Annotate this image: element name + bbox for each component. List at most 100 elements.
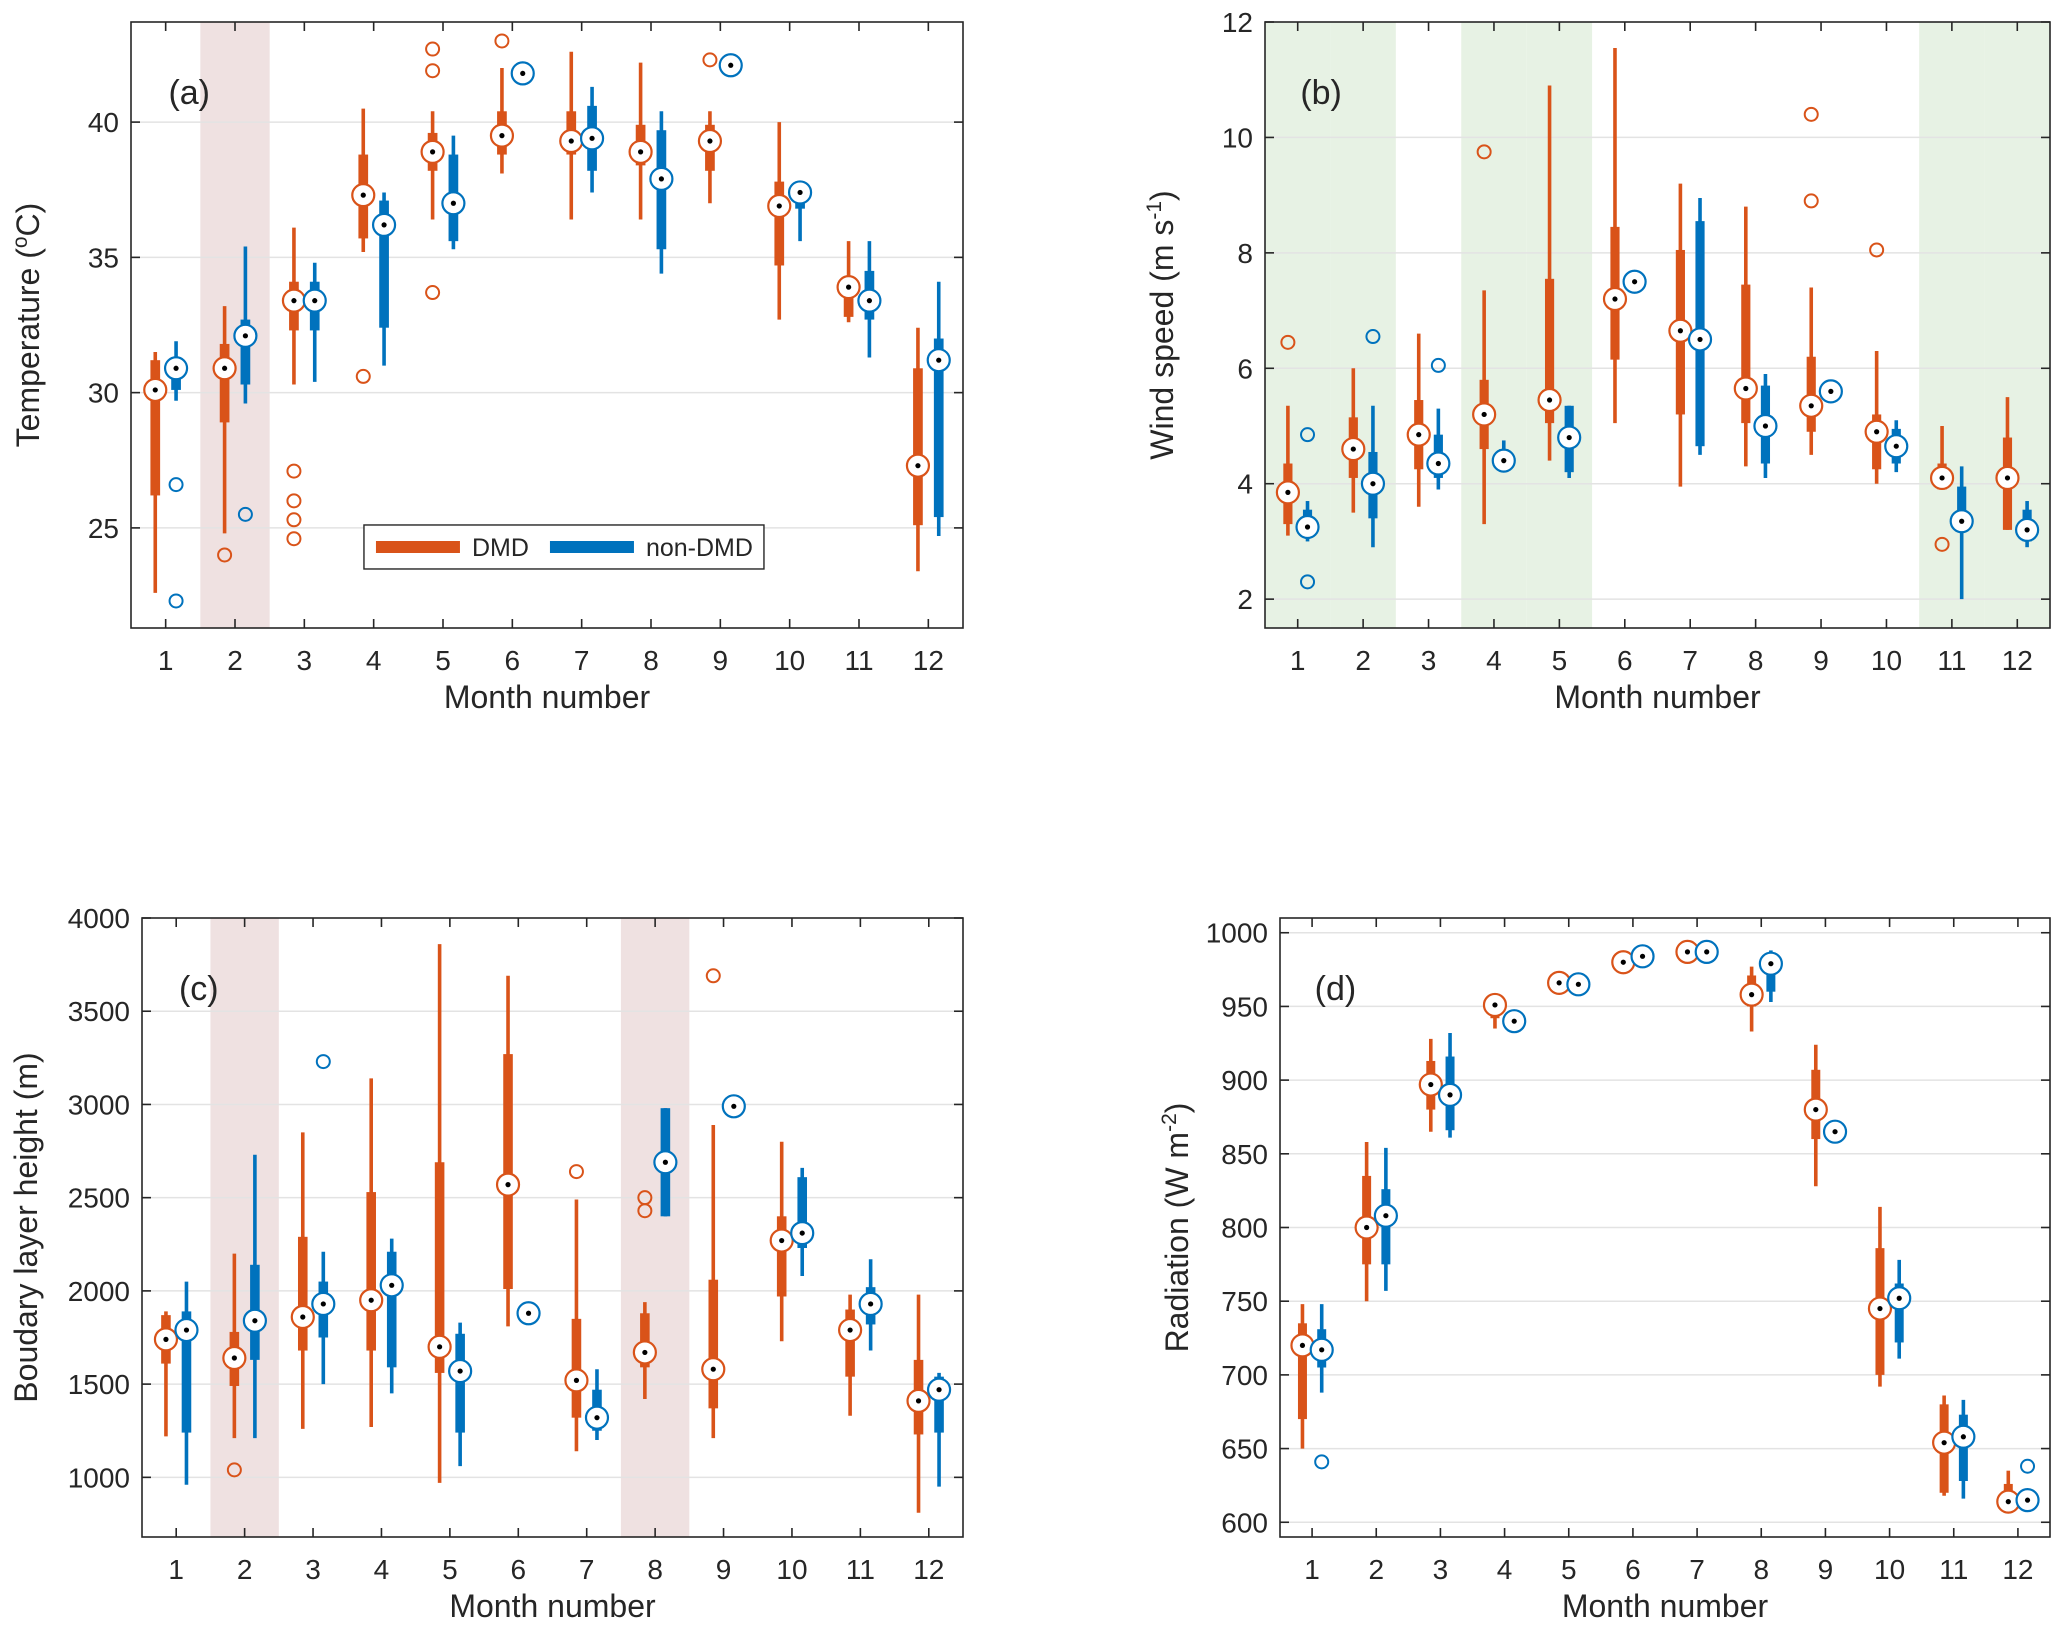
median-dot-dmd-m9 [1813, 1106, 1819, 1113]
y-tick-label: 900 [1221, 1065, 1268, 1096]
median-dot-nondmd-m8 [1768, 961, 1774, 967]
shaded-month-band-5 [1526, 22, 1593, 628]
y-tick-label: 950 [1221, 991, 1268, 1022]
x-tick-label: 9 [716, 1554, 732, 1585]
outlier-dmd-m4 [1476, 144, 1492, 160]
y-axis-label-part: C) [10, 203, 46, 237]
outlier-dmd-m3 [286, 463, 302, 479]
outlier-nondmd-m12 [2020, 1458, 2036, 1474]
outlier-nondmd-m2 [1365, 329, 1381, 345]
outlier-dmd-m8 [637, 1203, 653, 1219]
outlier-dmd-m3 [286, 512, 302, 528]
outlier-nondmd-m1 [1314, 1454, 1330, 1470]
median-dot-dmd-m7 [1684, 949, 1691, 955]
median-dot-nondmd-m7 [1697, 336, 1703, 343]
outlier-dmd-m2 [217, 547, 233, 563]
y-axis: 25 30 35 40 [88, 107, 963, 544]
box-dmd-m5 [434, 1162, 445, 1373]
median-dot-dmd-m3 [300, 1314, 306, 1320]
median-dot-dmd-m2 [1350, 446, 1356, 452]
median-dot-nondmd-m9 [1828, 388, 1834, 394]
median-dot-nondmd-m12 [2024, 1497, 2031, 1503]
median-dot-nondmd-m2 [252, 1318, 258, 1324]
series-dmd [143, 33, 931, 593]
shaded-month-band-1 [1265, 22, 1331, 628]
y-tick-label: 12 [1222, 7, 1253, 38]
y-tick-label: 6 [1237, 353, 1253, 384]
median-dot-nondmd-m3 [320, 1301, 326, 1307]
y-axis-label: Temperature (oC) [9, 203, 46, 448]
median-dot-dmd-m11 [1941, 1440, 1947, 1446]
y-tick-label: 4 [1237, 469, 1253, 500]
median-dot-dmd-m6 [499, 133, 505, 139]
x-axis-label: Month number [444, 679, 651, 715]
median-dot-dmd-m12 [2005, 1499, 2011, 1505]
x-tick-label: 6 [1617, 645, 1633, 676]
median-dot-nondmd-m12 [936, 357, 942, 363]
box-nondmd-m4 [379, 200, 389, 328]
x-tick-label: 1 [1290, 645, 1306, 676]
legend: DMD non-DMD [363, 524, 765, 570]
series-nondmd [1309, 939, 2040, 1513]
median-dot-nondmd-m6 [1639, 953, 1646, 959]
series-nondmd [174, 1054, 952, 1487]
outlier-dmd-m9 [1803, 106, 1819, 122]
x-tick-label: 7 [579, 1554, 595, 1585]
median-dot-nondmd-m5 [1575, 981, 1581, 987]
outlier-dmd-m9 [1803, 193, 1819, 209]
median-dot-dmd-m1 [1285, 489, 1291, 495]
outlier-dmd-m5 [425, 285, 441, 301]
series-nondmd [1295, 198, 2040, 600]
median-dot-nondmd-m1 [1319, 1347, 1325, 1353]
box-nondmd-m10 [1894, 1283, 1904, 1343]
y-tick-label: 2 [1237, 584, 1253, 615]
median-dot-nondmd-m9 [1832, 1129, 1838, 1135]
outlier-dmd-m2 [226, 1462, 242, 1478]
median-dot-dmd-m4 [1492, 1002, 1498, 1008]
median-dot-dmd-m6 [1620, 959, 1626, 965]
median-dot-dmd-m8 [638, 149, 644, 155]
shaded-month-band-2 [1330, 22, 1396, 628]
x-tick-label: 6 [505, 645, 521, 676]
median-dot-nondmd-m3 [1447, 1092, 1453, 1098]
x-tick-label: 10 [1871, 645, 1902, 676]
x-tick-label: 10 [1874, 1554, 1905, 1585]
y-tick-label: 35 [88, 242, 119, 273]
box-dmd-m3 [297, 1236, 308, 1351]
box-dmd-m7 [571, 1318, 582, 1418]
x-tick-label: 5 [442, 1554, 458, 1585]
x-tick-label: 7 [574, 645, 590, 676]
median-dot-nondmd-m11 [1960, 1434, 1966, 1440]
x-tick-label: 4 [1486, 645, 1502, 676]
y-tick-label: 3000 [68, 1089, 130, 1120]
median-dot-dmd-m12 [2004, 475, 2011, 481]
x-tick-label: 3 [305, 1554, 321, 1585]
median-dot-dmd-m1 [1299, 1342, 1306, 1349]
outlier-dmd-m3 [286, 531, 302, 547]
legend-label-nondmd: non-DMD [646, 534, 753, 562]
x-tick-label: 11 [844, 645, 873, 676]
median-dot-nondmd-m7 [594, 1415, 600, 1421]
median-dot-dmd-m3 [1428, 1081, 1434, 1088]
box-dmd-m5 [1544, 278, 1555, 424]
x-tick-label: 8 [643, 645, 659, 676]
box-dmd-m6 [503, 1054, 513, 1290]
outlier-dmd-m4 [355, 368, 371, 384]
median-dot-dmd-m2 [231, 1355, 237, 1361]
y-tick-label: 750 [1221, 1286, 1268, 1317]
legend-label-dmd: DMD [472, 534, 529, 562]
median-dot-nondmd-m4 [381, 222, 387, 228]
box-dmd-m10 [776, 1216, 787, 1297]
x-tick-label: 10 [774, 645, 805, 676]
median-dot-dmd-m12 [915, 463, 921, 469]
axes-frame [1264, 21, 2051, 629]
x-tick-label: 11 [1939, 1554, 1968, 1585]
median-dot-dmd-m8 [642, 1349, 648, 1356]
outlier-dmd-m7 [568, 1164, 584, 1180]
box-dmd-m12 [913, 368, 923, 526]
box-dmd-m10 [774, 181, 785, 266]
outlier-nondmd-m3 [315, 1054, 331, 1070]
